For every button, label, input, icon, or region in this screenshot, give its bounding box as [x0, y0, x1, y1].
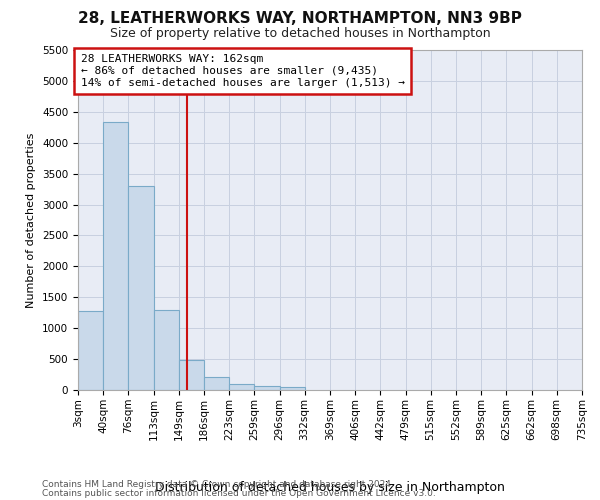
X-axis label: Distribution of detached houses by size in Northampton: Distribution of detached houses by size … — [155, 482, 505, 494]
Bar — [154, 310, 179, 390]
Bar — [179, 360, 204, 390]
Bar — [128, 186, 154, 390]
Text: 28, LEATHERWORKS WAY, NORTHAMPTON, NN3 9BP: 28, LEATHERWORKS WAY, NORTHAMPTON, NN3 9… — [78, 11, 522, 26]
Y-axis label: Number of detached properties: Number of detached properties — [26, 132, 37, 308]
Bar — [280, 386, 305, 390]
Bar — [78, 312, 103, 390]
Text: Contains public sector information licensed under the Open Government Licence v3: Contains public sector information licen… — [42, 488, 436, 498]
Text: 28 LEATHERWORKS WAY: 162sqm
← 86% of detached houses are smaller (9,435)
14% of : 28 LEATHERWORKS WAY: 162sqm ← 86% of det… — [81, 54, 405, 88]
Bar — [103, 122, 128, 390]
Bar — [229, 384, 254, 390]
Text: Contains HM Land Registry data © Crown copyright and database right 2024.: Contains HM Land Registry data © Crown c… — [42, 480, 394, 489]
Bar — [204, 376, 229, 390]
Text: Size of property relative to detached houses in Northampton: Size of property relative to detached ho… — [110, 28, 490, 40]
Bar — [254, 386, 280, 390]
